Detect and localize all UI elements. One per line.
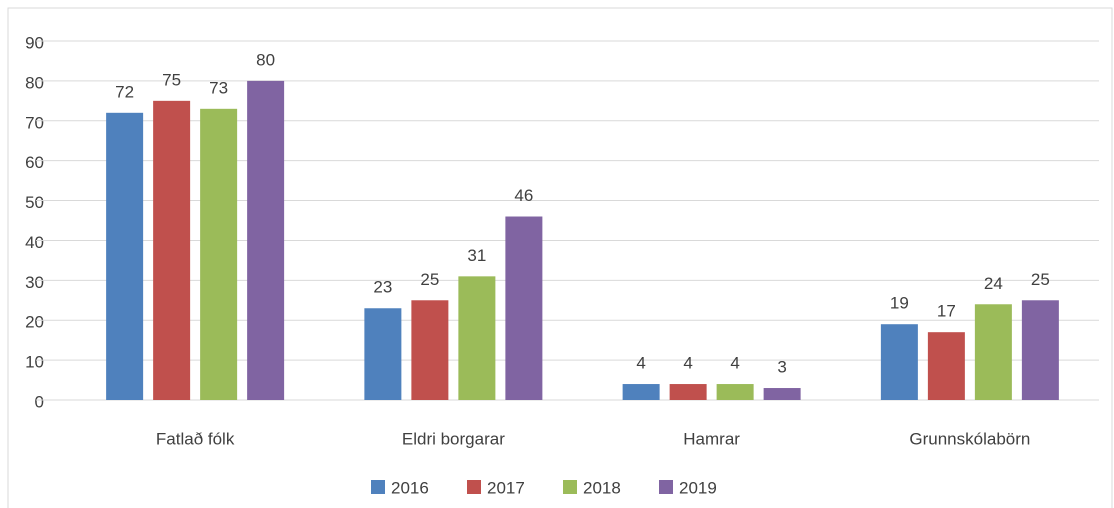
legend-label: 2018: [583, 478, 621, 497]
y-tick-label: 30: [25, 273, 44, 292]
bar: [1021, 300, 1059, 400]
x-tick-label: Fatlað fólk: [156, 429, 235, 448]
bar: [458, 276, 496, 400]
legend-swatch: [371, 480, 385, 494]
bar: [669, 384, 707, 400]
legend-swatch: [563, 480, 577, 494]
bar: [153, 100, 191, 400]
bar: [716, 384, 754, 400]
value-label: 4: [636, 354, 645, 373]
legend-swatch: [467, 480, 481, 494]
legend-label: 2017: [487, 478, 525, 497]
y-tick-label: 10: [25, 353, 44, 372]
bar: [622, 384, 660, 400]
legend-label: 2016: [391, 478, 429, 497]
y-tick-label: 0: [35, 392, 44, 411]
value-label: 72: [115, 82, 134, 101]
y-tick-label: 80: [25, 73, 44, 92]
bar: [927, 332, 965, 400]
legend-label: 2019: [679, 478, 717, 497]
value-label: 24: [984, 274, 1003, 293]
y-tick-label: 40: [25, 233, 44, 252]
y-tick-label: 50: [25, 193, 44, 212]
value-label: 4: [683, 354, 692, 373]
y-tick-label: 70: [25, 113, 44, 132]
x-tick-label: Eldri borgarar: [402, 429, 505, 448]
value-label: 19: [890, 294, 909, 313]
bar: [106, 112, 144, 401]
bar: [505, 216, 543, 400]
value-label: 17: [937, 302, 956, 321]
y-tick-label: 90: [25, 33, 44, 52]
value-label: 75: [162, 70, 181, 89]
value-label: 31: [467, 246, 486, 265]
bar: [763, 388, 801, 400]
bar: [411, 300, 449, 400]
value-label: 73: [209, 78, 228, 97]
bar: [364, 308, 402, 400]
y-tick-label: 60: [25, 153, 44, 172]
value-label: 3: [777, 358, 786, 377]
bar: [880, 324, 918, 400]
value-label: 4: [730, 354, 739, 373]
bar: [247, 80, 285, 400]
bar: [200, 108, 238, 401]
chart-frame: [7, 7, 1113, 508]
value-label: 46: [514, 186, 533, 205]
bar: [974, 304, 1012, 400]
y-tick-label: 20: [25, 313, 44, 332]
value-label: 80: [256, 50, 275, 69]
x-tick-label: Grunnskólabörn: [909, 429, 1030, 448]
x-tick-label: Hamrar: [683, 429, 740, 448]
value-label: 23: [373, 278, 392, 297]
value-label: 25: [420, 270, 439, 289]
value-label: 25: [1031, 270, 1050, 289]
legend-swatch: [659, 480, 673, 494]
